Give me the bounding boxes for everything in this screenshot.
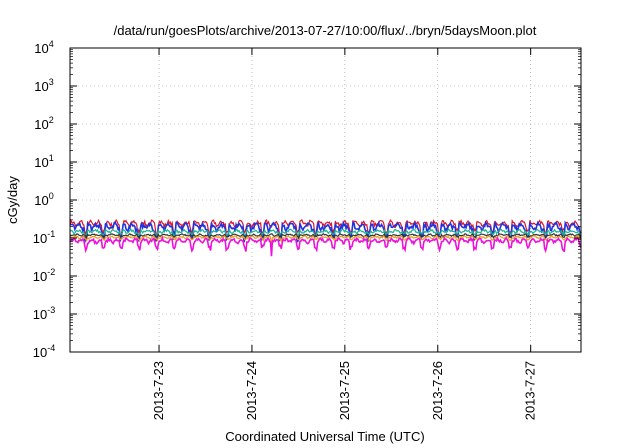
x-tick-label: 2013-7-23 — [151, 361, 166, 420]
y-tick-label: 103 — [34, 77, 53, 94]
x-axis-label: Coordinated Universal Time (UTC) — [225, 429, 424, 444]
series-line — [69, 234, 582, 252]
series-line — [69, 232, 582, 240]
y-tick-label: 10-1 — [33, 229, 55, 246]
grid — [70, 48, 581, 352]
chart-title: /data/run/goesPlots/archive/2013-07-27/1… — [114, 23, 537, 38]
series-group — [69, 218, 582, 257]
y-tick-label: 10-4 — [33, 343, 55, 360]
x-tick-label: 2013-7-25 — [337, 361, 352, 420]
y-tick-label: 104 — [34, 39, 53, 56]
series-line — [69, 235, 582, 257]
y-tick-label: 100 — [34, 191, 53, 208]
x-tick-label: 2013-7-24 — [244, 361, 259, 420]
x-axis: 2013-7-23 2013-7-24 2013-7-25 2013-7-26 2013… — [151, 48, 538, 420]
x-tick-label: 2013-7-26 — [430, 361, 445, 420]
y-tick-label: 10-3 — [33, 305, 55, 322]
y-axis-label: cGy/day — [5, 176, 20, 224]
y-tick-label: 101 — [34, 153, 53, 170]
x-tick-label: 2013-7-27 — [523, 361, 538, 420]
y-axis: 10-4 10-3 10-2 10-1 100 101 102 103 104 — [33, 39, 581, 360]
y-tick-label: 102 — [34, 115, 53, 132]
y-tick-label: 10-2 — [33, 267, 55, 284]
